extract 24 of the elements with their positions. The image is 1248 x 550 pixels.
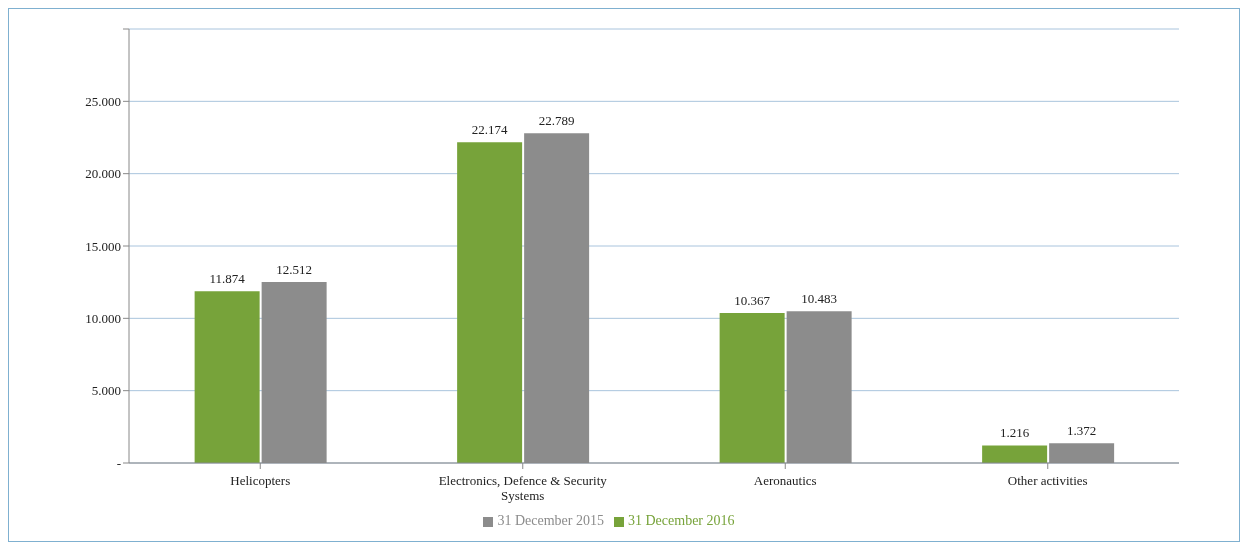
y-tick-label: 25.000	[85, 93, 121, 109]
data-label: 22.174	[471, 122, 508, 138]
data-label: 12.512	[276, 261, 312, 277]
y-tick-label: 20.000	[85, 166, 121, 182]
x-tick-label: Other activities	[1007, 473, 1088, 488]
data-label: 10.367	[734, 293, 771, 309]
x-tick-label: Helicopters	[230, 473, 291, 488]
y-tick-label: 5.000	[91, 383, 121, 399]
y-tick-label: 10.000	[85, 310, 121, 326]
bar	[719, 313, 785, 463]
y-tick-label: -	[116, 455, 121, 471]
data-label: 11.874	[209, 271, 246, 287]
data-label: 10.483	[801, 291, 837, 307]
x-tick-label: Aeronautics	[753, 473, 817, 488]
data-label: 1.216	[1000, 425, 1030, 441]
data-label: 1.372	[1067, 423, 1097, 439]
y-tick-label: 15.000	[85, 238, 121, 254]
bar	[457, 142, 523, 463]
x-tick-label: Electronics, Defence & Security Systems	[438, 473, 608, 503]
bar	[194, 291, 260, 463]
data-label: 22.789	[538, 113, 575, 129]
legend-label: 31 December 2015	[497, 513, 604, 528]
legend-label: 31 December 2016	[628, 513, 735, 528]
bar	[982, 445, 1048, 463]
